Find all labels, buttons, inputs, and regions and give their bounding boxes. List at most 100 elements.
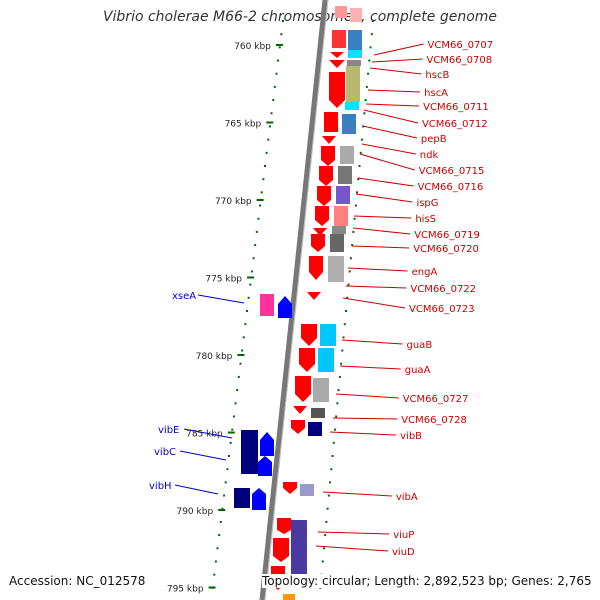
- leader-line: [362, 125, 418, 139]
- ruler-dot: [340, 362, 343, 365]
- ruler-dot: [226, 468, 229, 471]
- gene-block: [348, 30, 362, 50]
- gene-arrow: [283, 482, 297, 494]
- gene-block: [234, 488, 250, 508]
- ruler-dot: [246, 310, 248, 312]
- gene-block: [308, 422, 322, 436]
- gene-arrow: [317, 186, 331, 206]
- leader-line: [365, 103, 420, 107]
- ruler-dot: [229, 441, 232, 444]
- ruler-dot: [364, 99, 367, 102]
- ruler-dot: [249, 283, 252, 286]
- ruler-tick-mark: [227, 431, 235, 434]
- gene-block: [350, 8, 362, 22]
- function-class-track: [283, 8, 362, 600]
- gene-block: [320, 324, 336, 346]
- gene-label: ispG: [416, 198, 438, 209]
- ruler-tick-label: 765 kbp: [225, 120, 262, 130]
- gene-arrow: [322, 136, 336, 144]
- ruler-dot: [224, 481, 227, 484]
- ruler-dot: [259, 204, 262, 207]
- ruler-dot: [331, 455, 334, 457]
- ruler-dot: [365, 85, 368, 88]
- gene-block: [311, 408, 325, 418]
- ruler-tick-mark: [266, 121, 274, 124]
- gene-block: [313, 378, 329, 402]
- leader-line: [369, 67, 422, 75]
- leader-line: [351, 245, 410, 249]
- gene-arrow: [277, 518, 291, 534]
- gene-arrow: [315, 206, 329, 226]
- gene-label: viuD: [392, 547, 415, 558]
- gene-arrow: [311, 234, 325, 252]
- gene-label: hisS: [415, 214, 436, 225]
- accession-text: Accession: NC_012578: [9, 574, 146, 588]
- gene-label: VCM66_0715: [419, 166, 485, 177]
- leader-line: [335, 393, 399, 399]
- ruler-dot: [241, 349, 244, 352]
- right-labels: VCM66_0707 VCM66_0708 hscB hscA VCM66_0711 VC…: [315, 40, 493, 558]
- gene-arrow: [299, 348, 315, 372]
- ruler-dot: [264, 165, 266, 167]
- gene-arrow: [332, 30, 346, 48]
- ruler-dot: [369, 46, 372, 49]
- ruler-dot: [356, 191, 359, 194]
- gene-block: [342, 114, 356, 134]
- left-labels: xseA vibE vibC vibH: [149, 291, 245, 495]
- gene-label: hscA: [424, 88, 448, 99]
- ruler-dot: [228, 455, 230, 457]
- ruler-dot: [363, 112, 366, 115]
- gene-label: vibC: [154, 447, 176, 458]
- gene-label: engA: [412, 267, 438, 278]
- gene-block: [347, 60, 361, 66]
- leader-line: [357, 177, 414, 187]
- gene-label: VCM66_0719: [414, 230, 480, 241]
- gene-label: guaA: [405, 365, 431, 376]
- gene-label: hscB: [425, 70, 449, 81]
- gene-block: [283, 594, 295, 600]
- ruler-dot: [231, 428, 234, 431]
- gene-arrow: [321, 146, 335, 166]
- gene-block: [241, 430, 258, 474]
- leader-line: [329, 431, 397, 436]
- gene-label: VCM66_0708: [426, 55, 492, 66]
- ruler-dot: [273, 85, 276, 88]
- leader-line: [341, 339, 403, 345]
- gene-label: VCM66_0712: [422, 119, 488, 130]
- ruler-tick-mark: [275, 44, 283, 46]
- gene-block: [346, 66, 360, 102]
- leader-line: [352, 227, 411, 235]
- ruler-dot: [277, 59, 280, 62]
- ruler-dot: [278, 46, 281, 49]
- ruler-dot: [265, 151, 268, 154]
- ruler-dot: [280, 33, 283, 36]
- ruler-tick-label: 785 kbp: [186, 430, 223, 440]
- ruler-tick-mark: [208, 586, 216, 589]
- gene-arrow: [291, 420, 305, 434]
- ruler-dot: [341, 349, 344, 352]
- leader-line: [322, 491, 392, 497]
- gene-arrow: [313, 228, 327, 236]
- gene-label: vibA: [396, 492, 418, 503]
- ruler-dot: [326, 507, 329, 510]
- ruler-dot: [254, 244, 257, 247]
- ruler-dot: [221, 507, 224, 510]
- gene-arrow: [295, 376, 311, 402]
- ruler-dot: [255, 230, 258, 233]
- gene-arrow: [258, 456, 272, 476]
- leader-line: [183, 428, 233, 439]
- ruler-dot: [357, 178, 360, 181]
- leader-line: [342, 297, 406, 309]
- gene-label: VCM66_0727: [403, 394, 469, 405]
- leader-line: [179, 450, 227, 461]
- ruler-dot: [343, 323, 346, 326]
- leader-line: [317, 531, 390, 535]
- ruler-tick-label: 780 kbp: [196, 352, 233, 362]
- gene-label: VCM66_0722: [410, 284, 476, 295]
- gene-arrow: [319, 166, 333, 186]
- gene-arrow: [252, 488, 266, 510]
- forward-gene-track: [271, 6, 347, 590]
- leader-line: [315, 545, 389, 552]
- ruler-dot: [260, 191, 263, 194]
